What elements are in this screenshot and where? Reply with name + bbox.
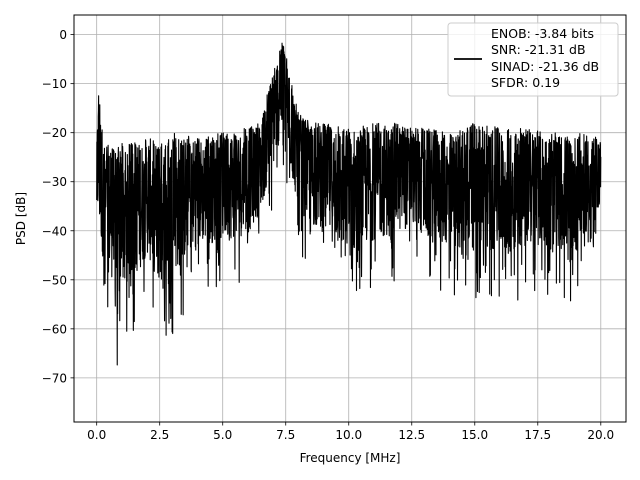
y-axis-label: PSD [dB] — [14, 192, 28, 245]
legend-sfdr: SFDR: 0.19 — [491, 75, 560, 90]
series-line — [96, 42, 602, 366]
legend-sinad: SINAD: -21.36 dB — [491, 59, 599, 74]
legend-snr: SNR: -21.31 dB — [491, 42, 586, 57]
x-tick-label: 5.0 — [213, 428, 232, 442]
y-tick-label: −50 — [42, 273, 67, 287]
y-tick-label: −40 — [42, 224, 67, 238]
y-tick-label: −60 — [42, 322, 67, 336]
x-tick-label: 0.0 — [87, 428, 106, 442]
series-layer — [96, 42, 602, 366]
x-axis-label: Frequency [MHz] — [300, 451, 401, 465]
y-tick-label: −30 — [42, 175, 67, 189]
x-tick-label: 7.5 — [276, 428, 295, 442]
plot-frame — [73, 14, 627, 423]
x-tick-label: 17.5 — [524, 428, 551, 442]
y-tick-label: −20 — [42, 126, 67, 140]
y-tick-label: −70 — [42, 371, 67, 385]
legend-enob: ENOB: -3.84 bits — [491, 26, 594, 41]
x-tick-label: 15.0 — [461, 428, 488, 442]
x-tick-label: 12.5 — [398, 428, 425, 442]
axis-ticks: 0.0 2.5 5.0 7.5 10.0 12.5 15.0 17.5 20.0 0 −10 −20 −… — [42, 28, 614, 442]
x-tick-label: 2.5 — [150, 428, 169, 442]
x-tick-label: 10.0 — [335, 428, 362, 442]
y-tick-label: −10 — [42, 77, 67, 91]
legend-box — [447, 22, 619, 97]
legend: ENOB: -3.84 bits SNR: -21.31 dB SINAD: -… — [447, 22, 619, 97]
y-tick-label: 0 — [59, 28, 67, 42]
x-tick-label: 20.0 — [587, 428, 614, 442]
